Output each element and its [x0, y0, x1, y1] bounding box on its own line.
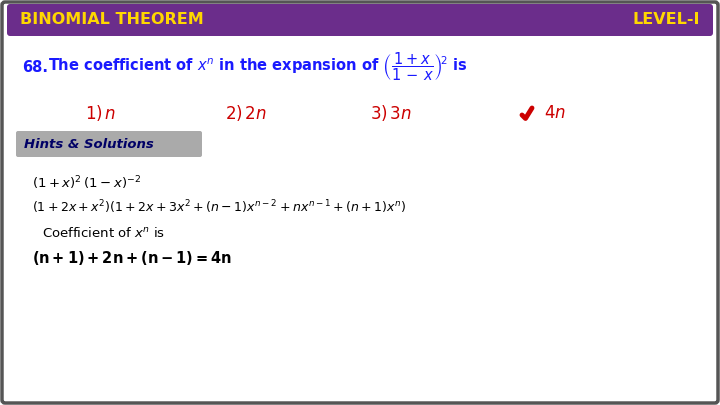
FancyBboxPatch shape	[7, 4, 713, 36]
Text: 68.: 68.	[22, 60, 48, 75]
Text: $3)\,3n$: $3)\,3n$	[370, 103, 412, 123]
Text: Coefficient of $x^{n}$ is: Coefficient of $x^{n}$ is	[42, 226, 165, 240]
Text: $1)\,n$: $1)\,n$	[85, 103, 116, 123]
Text: BINOMIAL THEOREM: BINOMIAL THEOREM	[20, 13, 204, 28]
Text: $4n$: $4n$	[544, 104, 566, 122]
Text: Hints & Solutions: Hints & Solutions	[24, 138, 154, 151]
Text: LEVEL-I: LEVEL-I	[632, 13, 700, 28]
Text: $(1 + x)^{2}\,(1 - x)^{-2}$: $(1 + x)^{2}\,(1 - x)^{-2}$	[32, 174, 141, 192]
Text: $\mathbf{(n+1)+2n+(n-1) = 4n}$: $\mathbf{(n+1)+2n+(n-1) = 4n}$	[32, 249, 232, 267]
Text: $(1 + 2x + x^{2})(1 + 2x + 3x^{2} + (n-1)x^{n-2} + nx^{n-1} + (n+1)x^{n})$: $(1 + 2x + x^{2})(1 + 2x + 3x^{2} + (n-1…	[32, 198, 406, 216]
Text: $2)\,2n$: $2)\,2n$	[225, 103, 266, 123]
Text: The coefficient of $x^n$ in the expansion of $\left(\dfrac{1+x}{1\,-\,x}\right)^: The coefficient of $x^n$ in the expansio…	[48, 51, 468, 83]
FancyBboxPatch shape	[16, 131, 202, 157]
